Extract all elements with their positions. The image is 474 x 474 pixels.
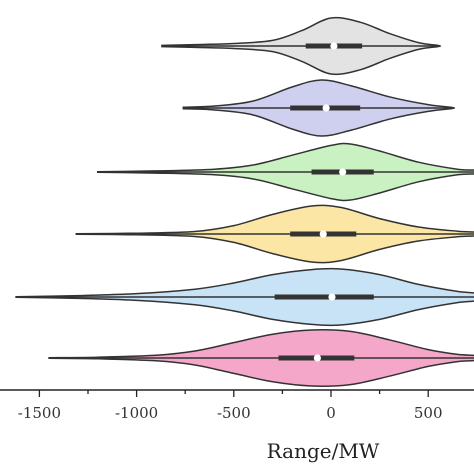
x-tick-label--500: -500 [217,404,251,422]
violin-3 [96,142,474,202]
violins-layer [15,16,474,387]
median-dot-5 [328,293,336,301]
x-axis-title: Range/MW [267,439,380,463]
median-dot-6 [313,354,321,362]
violin-2 [182,79,456,137]
x-tick-label--1500: -1500 [18,404,61,422]
violin-6 [48,329,474,387]
x-axis-ticks: -1500 -1000 -500 0 500 [18,390,443,422]
violin-5 [15,267,474,327]
median-dot-4 [319,230,327,238]
median-dot-1 [330,42,338,50]
x-tick-label-0: 0 [326,404,336,422]
violin-4 [75,204,474,264]
violin-1 [161,16,442,76]
median-dot-2 [322,104,330,112]
x-tick-label-500: 500 [414,404,443,422]
x-tick-label--1000: -1000 [115,404,158,422]
median-dot-3 [339,168,347,176]
